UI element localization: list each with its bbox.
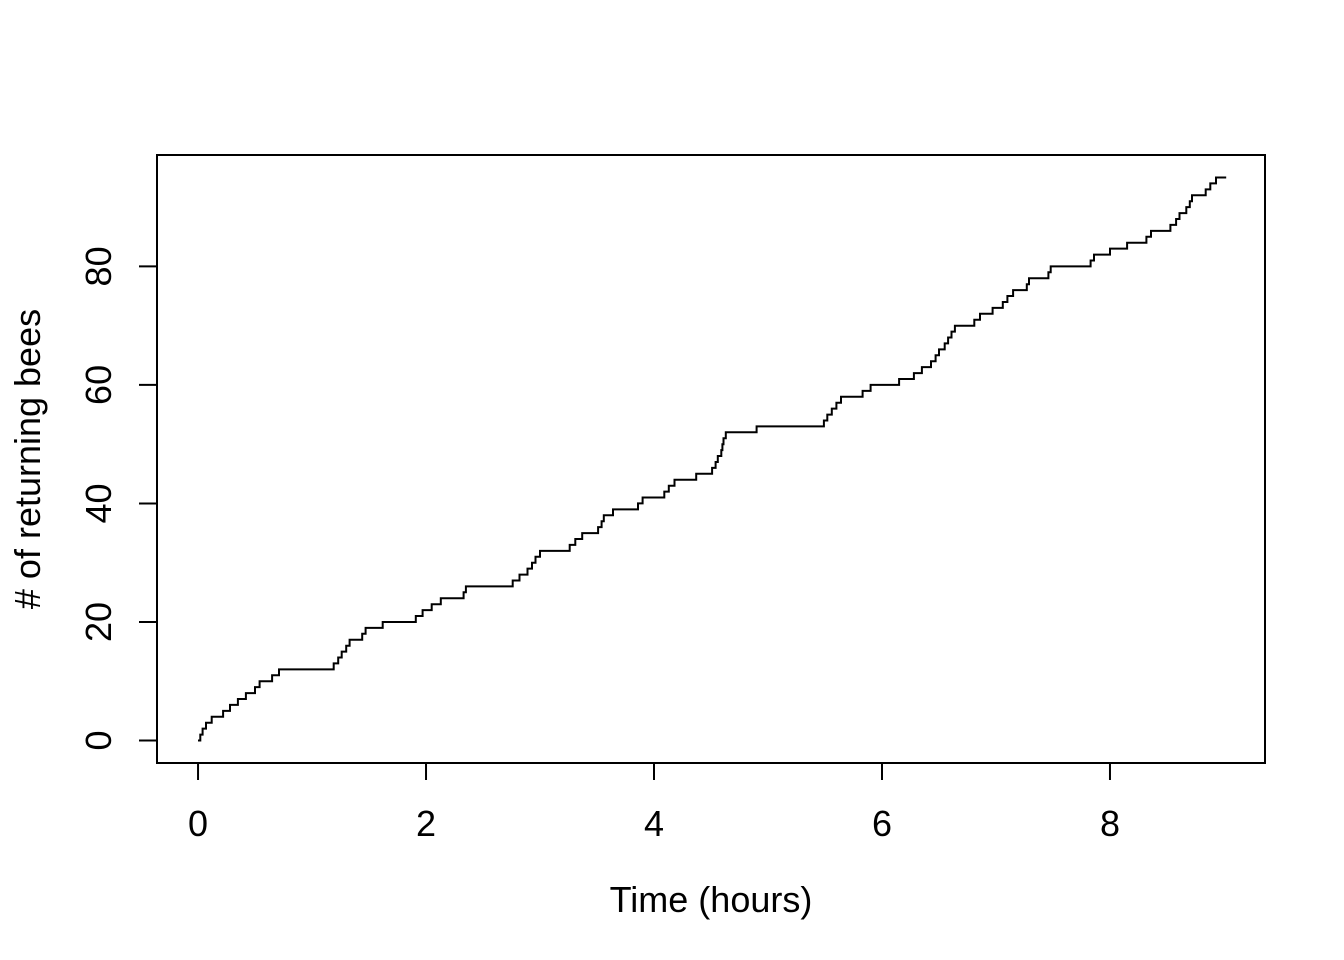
y-tick-label: 20 [78,602,119,642]
y-axis-ticks: 0 20 40 60 80 [78,246,157,750]
y-tick-label: 60 [78,365,119,405]
step-line [198,176,1227,742]
y-tick-label: 80 [78,246,119,286]
x-tick-label: 4 [644,803,664,844]
x-axis-ticks: 0 2 4 6 8 [188,763,1120,844]
x-tick-label: 6 [872,803,892,844]
y-tick-label: 40 [78,483,119,523]
x-tick-label: 8 [1100,803,1120,844]
x-tick-label: 0 [188,803,208,844]
y-tick-label: 0 [78,730,119,750]
y-axis-title: # of returning bees [7,309,48,609]
plot-box [156,154,1266,764]
x-axis-title: Time (hours) [610,879,813,920]
x-tick-label: 2 [416,803,436,844]
